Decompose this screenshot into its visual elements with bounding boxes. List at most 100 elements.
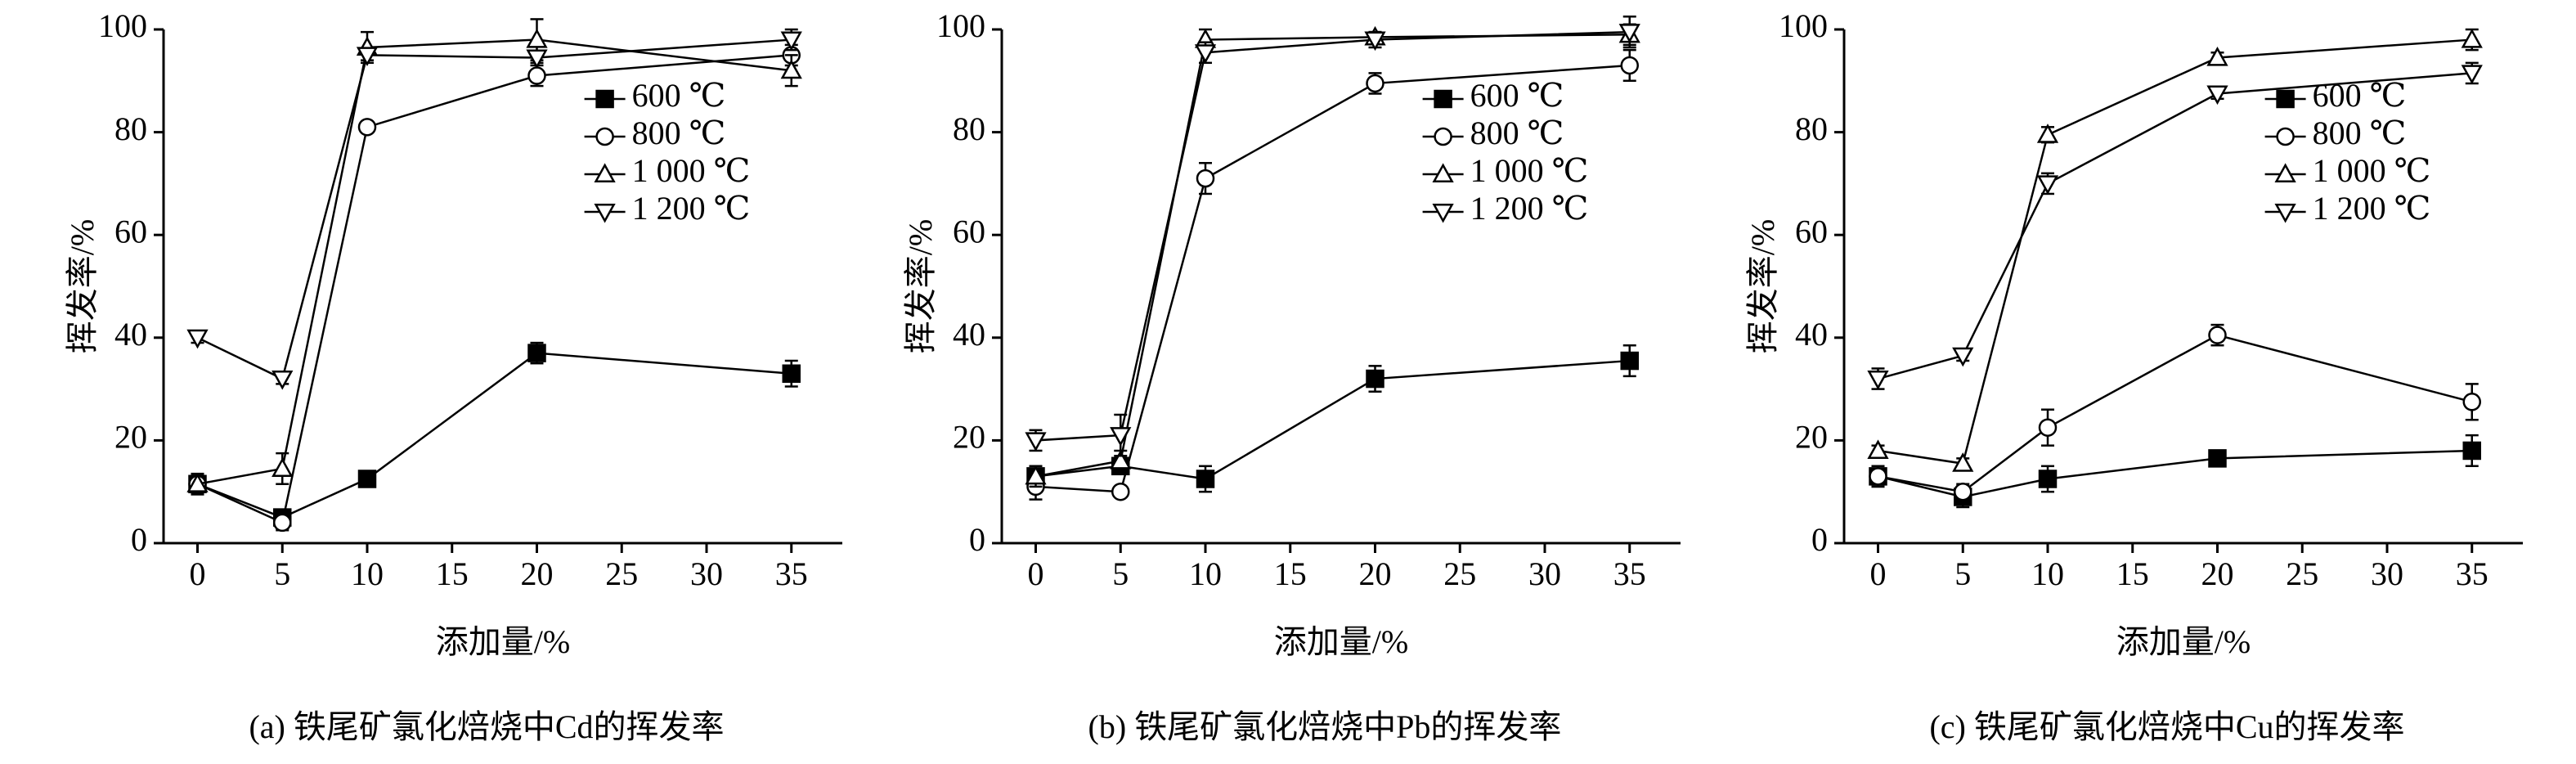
marker (1196, 169, 1215, 188)
marker (2206, 46, 2228, 66)
legend-marker (2276, 127, 2295, 146)
marker (1196, 470, 1215, 488)
marker (1954, 482, 1972, 501)
marker (1867, 439, 1889, 460)
legend-label: 1 200 ℃ (2313, 190, 2431, 227)
marker (1952, 347, 1974, 367)
x-tick-label: 0 (1870, 555, 1887, 592)
legend-marker (2274, 163, 2296, 183)
marker (2038, 418, 2058, 437)
marker (782, 364, 801, 384)
y-axis-label: 挥发率/% (64, 219, 101, 353)
x-tick-label: 15 (2116, 555, 2149, 592)
x-tick-label: 10 (1189, 555, 1222, 592)
marker (1867, 370, 1889, 390)
legend-marker (1434, 127, 1452, 146)
y-tick-label: 60 (1795, 213, 1828, 249)
marker (272, 370, 294, 390)
marker (1869, 467, 1887, 486)
x-axis-label: 添加量/% (2116, 623, 2251, 660)
marker (526, 28, 548, 48)
legend-marker (594, 203, 616, 223)
marker (1194, 44, 1217, 64)
x-tick-label: 10 (351, 555, 384, 592)
marker (2461, 65, 2483, 84)
x-tick-label: 0 (190, 555, 206, 592)
y-tick-label: 20 (953, 419, 985, 456)
y-tick-label: 80 (953, 110, 985, 147)
marker (2462, 441, 2481, 461)
legend-marker (1432, 163, 1454, 183)
y-tick-label: 100 (98, 7, 147, 44)
x-tick-label: 35 (775, 555, 808, 592)
marker (186, 329, 209, 349)
legend-label: 1 200 ℃ (632, 190, 751, 227)
x-tick-label: 35 (2456, 555, 2488, 592)
y-tick-label: 0 (131, 521, 147, 558)
marker (1110, 427, 1132, 447)
x-tick-label: 15 (1274, 555, 1307, 592)
y-tick-label: 60 (953, 213, 985, 249)
marker (1620, 56, 1639, 75)
x-tick-label: 25 (2286, 555, 2318, 592)
marker (2206, 85, 2228, 106)
marker (357, 470, 377, 488)
marker (1366, 74, 1384, 93)
marker (1952, 452, 1974, 472)
y-tick-label: 100 (1779, 7, 1828, 44)
legend-label: 600 ℃ (632, 77, 726, 114)
marker (780, 31, 802, 52)
marker (2036, 175, 2059, 195)
legend-label: 800 ℃ (1470, 115, 1564, 151)
y-tick-label: 80 (1795, 110, 1828, 147)
x-tick-label: 15 (436, 555, 469, 592)
marker (527, 66, 546, 85)
y-axis-label: 挥发率/% (1744, 219, 1781, 353)
marker (356, 47, 379, 66)
y-tick-label: 100 (936, 7, 985, 44)
marker (780, 59, 802, 79)
marker (1364, 31, 1386, 52)
legend-label: 800 ℃ (632, 115, 726, 151)
y-tick-label: 0 (969, 521, 985, 558)
x-tick-label: 30 (690, 555, 723, 592)
x-tick-label: 5 (274, 555, 290, 592)
marker (1110, 449, 1132, 470)
legend-marker (1434, 89, 1452, 109)
marker (2461, 28, 2483, 48)
y-tick-label: 40 (1795, 316, 1828, 353)
marker (2462, 393, 2481, 411)
marker (1111, 482, 1130, 501)
marker (357, 118, 377, 137)
caption: (b) 铁尾矿氯化焙烧中Pb的挥发率 (1088, 708, 1562, 745)
x-tick-label: 30 (1528, 555, 1561, 592)
y-tick-label: 20 (1795, 419, 1828, 456)
caption: (a) 铁尾矿氯化焙烧中Cd的挥发率 (249, 708, 724, 745)
legend-label: 1 000 ℃ (2313, 152, 2431, 189)
marker (272, 457, 294, 477)
legend-label: 1 000 ℃ (1470, 152, 1589, 189)
marker (273, 513, 292, 533)
y-tick-label: 60 (114, 213, 147, 249)
x-tick-label: 20 (2201, 555, 2234, 592)
marker (2038, 470, 2058, 488)
marker (526, 49, 548, 70)
legend-marker (1432, 203, 1454, 223)
x-tick-label: 0 (1028, 555, 1044, 592)
legend-label: 1 200 ℃ (1470, 190, 1589, 227)
legend-marker (2274, 203, 2296, 223)
marker (1025, 465, 1047, 485)
legend-marker (595, 127, 614, 146)
x-tick-label: 20 (1359, 555, 1392, 592)
y-tick-label: 40 (114, 316, 147, 353)
marker (1618, 24, 1640, 43)
marker (1620, 351, 1639, 371)
marker (527, 344, 546, 362)
legend-label: 1 000 ℃ (632, 152, 751, 189)
legend-label: 800 ℃ (2313, 115, 2407, 151)
legend-marker (2276, 89, 2295, 109)
x-axis-label: 添加量/% (436, 623, 570, 660)
legend-label: 600 ℃ (1470, 77, 1564, 114)
